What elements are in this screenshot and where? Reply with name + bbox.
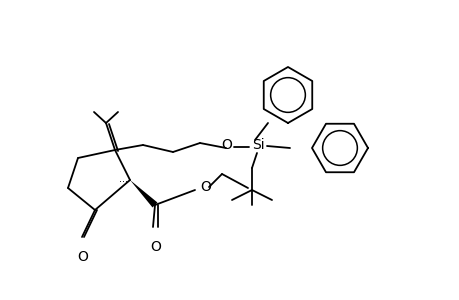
Text: Si: Si <box>251 138 264 152</box>
Text: O: O <box>78 250 88 264</box>
Text: O: O <box>150 240 161 254</box>
Text: ···: ··· <box>119 177 128 187</box>
Text: O: O <box>221 138 232 152</box>
Text: O: O <box>200 180 210 194</box>
Polygon shape <box>130 180 157 208</box>
